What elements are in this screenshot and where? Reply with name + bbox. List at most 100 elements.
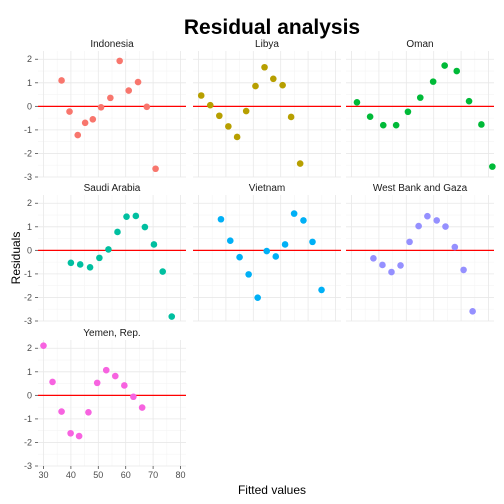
- residual-point: [40, 342, 47, 349]
- x-tick-label: 40: [66, 470, 76, 480]
- y-tick-label: 1: [27, 367, 32, 377]
- residual-point: [67, 429, 74, 437]
- residual-point: [254, 294, 261, 301]
- x-axis-label: Fitted values: [238, 483, 306, 497]
- facet-panel: Yemen, Rep. -3 -2 -1 0 1 2 30 40 50 60 70 80: [24, 328, 186, 480]
- residual-point: [168, 313, 176, 320]
- y-tick-label: 2: [27, 198, 32, 208]
- residual-point: [453, 67, 461, 75]
- y-tick-label: -1: [24, 269, 32, 279]
- residual-point: [67, 259, 75, 267]
- residual-point: [206, 101, 214, 109]
- residual-point: [270, 75, 277, 83]
- residual-point: [226, 237, 234, 244]
- residual-point: [353, 99, 361, 106]
- facet-strip-label: Oman: [406, 39, 433, 50]
- y-tick-label: 0: [27, 245, 32, 255]
- y-tick-label: 1: [27, 78, 32, 88]
- facet-strip-label: Libya: [255, 39, 279, 50]
- y-tick-label: -1: [24, 414, 32, 424]
- residual-point: [379, 261, 386, 269]
- facet-panels: Indonesia -3 -2 -1 0 1 2 Libya Oman Saudi Arabia -…: [24, 39, 496, 480]
- facet-strip-label: Yemen, Rep.: [83, 328, 140, 339]
- residual-point: [433, 217, 441, 224]
- residual-point: [96, 254, 103, 262]
- residual-point: [116, 57, 123, 65]
- residual-point: [74, 131, 82, 139]
- x-tick-label: 80: [176, 470, 186, 480]
- y-tick-label: -3: [24, 461, 32, 471]
- y-tick-label: -3: [24, 316, 32, 326]
- residual-point: [97, 103, 105, 111]
- residual-point: [86, 264, 94, 271]
- residual-point: [233, 133, 241, 141]
- residual-point: [102, 366, 110, 374]
- y-tick-label: 0: [27, 390, 32, 400]
- residual-point: [424, 212, 431, 220]
- y-tick-label: 2: [27, 343, 32, 353]
- residual-point: [460, 266, 467, 274]
- residual-point: [245, 271, 252, 278]
- residual-point: [111, 372, 119, 380]
- x-tick-label: 70: [148, 470, 158, 480]
- residual-point: [397, 262, 404, 269]
- residual-point: [143, 103, 151, 111]
- facet-strip-label: West Bank and Gaza: [373, 183, 468, 194]
- residual-point: [370, 255, 377, 262]
- facet-strip-label: Indonesia: [90, 39, 134, 50]
- residual-point: [197, 92, 205, 99]
- residual-point: [404, 108, 412, 116]
- y-tick-label: 0: [27, 101, 32, 111]
- facet-strip-label: Saudi Arabia: [84, 183, 141, 194]
- residual-point: [225, 123, 232, 130]
- residual-point: [125, 87, 133, 94]
- residual-point: [366, 113, 374, 121]
- residual-point: [489, 163, 496, 170]
- residual-point: [451, 243, 459, 251]
- residual-point: [130, 393, 137, 401]
- residual-point: [318, 286, 325, 294]
- x-tick-label: 50: [93, 470, 103, 480]
- residual-point: [290, 210, 298, 217]
- residual-point: [406, 238, 413, 246]
- y-tick-label: -2: [24, 148, 32, 158]
- residual-point: [76, 261, 84, 268]
- y-axis-label: Residuals: [9, 232, 23, 285]
- residual-point: [141, 223, 149, 231]
- residual-point: [465, 97, 473, 105]
- residual-point: [134, 78, 142, 86]
- residual-point: [159, 268, 167, 275]
- residual-point: [416, 94, 424, 101]
- y-tick-label: -2: [24, 292, 32, 302]
- residual-point: [89, 115, 97, 123]
- facet-panel: West Bank and Gaza: [346, 183, 494, 322]
- residual-point: [123, 213, 130, 220]
- x-tick-label: 30: [38, 470, 48, 480]
- y-tick-label: -1: [24, 125, 32, 135]
- residual-point: [66, 108, 73, 115]
- residual-point: [287, 113, 295, 121]
- residual-point: [272, 253, 280, 260]
- residual-point: [309, 238, 316, 246]
- residual-point: [138, 404, 146, 411]
- y-tick-label: -3: [24, 172, 32, 182]
- residual-point: [263, 247, 271, 255]
- residual-point: [58, 77, 65, 84]
- residual-point: [105, 246, 112, 253]
- facet-strip-label: Vietnam: [249, 183, 286, 194]
- residual-point: [478, 121, 485, 128]
- facet-panel: Indonesia -3 -2 -1 0 1 2: [24, 39, 186, 182]
- residual-point: [415, 222, 422, 230]
- residual-point: [132, 212, 140, 220]
- residual-point: [242, 107, 250, 115]
- residual-point: [429, 78, 437, 85]
- residual-point: [392, 121, 400, 129]
- y-tick-label: -2: [24, 437, 32, 447]
- residual-point: [281, 241, 289, 248]
- residual-point: [216, 112, 223, 120]
- residual-point: [379, 121, 387, 129]
- residual-point: [388, 268, 395, 276]
- facet-panel: Vietnam: [193, 183, 341, 322]
- facet-panel: Libya: [193, 39, 341, 178]
